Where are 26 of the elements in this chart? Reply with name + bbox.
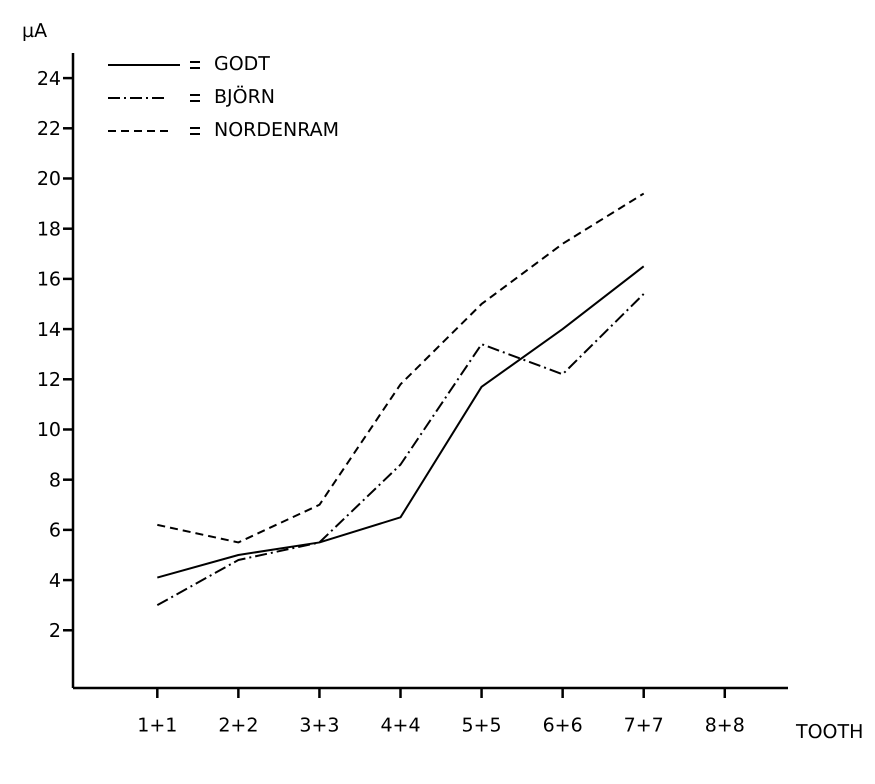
x-tick-label: 5+5: [462, 714, 502, 736]
y-tick-label: 4: [48, 570, 61, 592]
y-tick-label: 14: [36, 318, 61, 341]
legend-label: GODT: [214, 52, 270, 77]
x-tick-label: 1+1: [137, 714, 178, 736]
x-tick-label: 7+7: [624, 714, 664, 736]
x-tick-label: 2+2: [218, 714, 258, 736]
x-tick-label: 4+4: [380, 714, 421, 736]
y-tick-label: 10: [36, 419, 61, 442]
legend-label: BJÖRN: [214, 84, 276, 110]
y-tick-label: 24: [36, 68, 61, 90]
y-tick-label: 8: [48, 469, 61, 492]
y-axis-title: µA: [22, 20, 48, 42]
y-tick-label: 18: [36, 218, 61, 240]
x-tick-label: 6+6: [542, 714, 583, 736]
x-tick-label: 8+8: [704, 714, 745, 736]
x-tick-label: 3+3: [299, 714, 340, 736]
legend-label: NORDENRAM: [214, 118, 340, 143]
y-tick-label: 6: [48, 520, 61, 542]
y-tick-label: 16: [36, 268, 61, 291]
y-tick-label: 2: [48, 620, 61, 642]
line-series: [156, 192, 645, 544]
y-tick-label: 12: [36, 369, 61, 392]
y-tick-label: 20: [36, 168, 61, 190]
x-axis-title: TOOTH: [796, 721, 864, 743]
y-tick-label: 22: [36, 118, 61, 140]
